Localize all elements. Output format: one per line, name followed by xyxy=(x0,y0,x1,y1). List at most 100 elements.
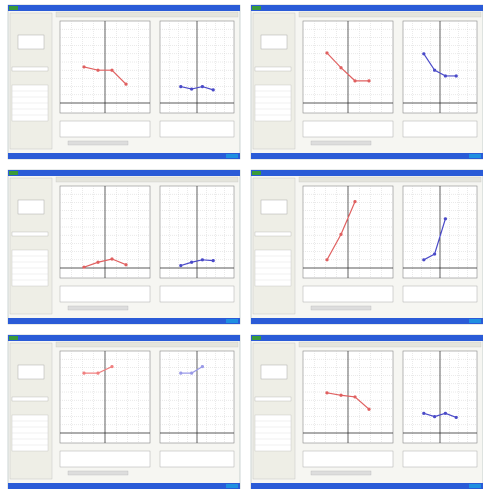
bottom-panel xyxy=(303,286,393,302)
title-bar xyxy=(251,335,483,341)
sidebar-box xyxy=(18,35,44,49)
data-point xyxy=(82,65,85,68)
title-bar xyxy=(8,335,240,341)
sidebar-field xyxy=(12,232,48,236)
data-point xyxy=(422,258,425,261)
data-point xyxy=(433,69,436,72)
start-button xyxy=(9,171,18,175)
data-point xyxy=(325,391,328,394)
start-button xyxy=(252,171,261,175)
bottom-panel xyxy=(60,451,150,467)
taskbar xyxy=(8,483,240,489)
sidebar-field xyxy=(12,67,48,71)
data-point xyxy=(96,69,99,72)
sidebar-field xyxy=(12,397,48,401)
data-point xyxy=(201,85,204,88)
sidebar-box xyxy=(261,35,287,49)
data-point xyxy=(353,200,356,203)
toolbar xyxy=(68,306,128,310)
sidebar-field xyxy=(255,67,291,71)
data-point xyxy=(201,365,204,368)
data-point xyxy=(422,412,425,415)
data-point xyxy=(82,372,85,375)
data-point xyxy=(179,85,182,88)
data-point xyxy=(444,217,447,220)
sidebar xyxy=(10,178,52,314)
header-strip xyxy=(299,342,481,347)
data-point xyxy=(212,88,215,91)
data-point xyxy=(190,261,193,264)
start-button xyxy=(9,336,18,340)
data-point xyxy=(82,266,85,269)
sidebar xyxy=(253,178,295,314)
tray xyxy=(226,484,238,488)
data-point xyxy=(179,264,182,267)
data-point xyxy=(353,395,356,398)
data-point xyxy=(124,83,127,86)
start-button xyxy=(9,6,18,10)
screen xyxy=(8,335,240,489)
sidebar xyxy=(10,13,52,149)
sidebar-box xyxy=(18,365,44,379)
header-strip xyxy=(56,342,238,347)
data-point xyxy=(190,372,193,375)
screenshot-grid xyxy=(0,0,483,489)
tray xyxy=(226,154,238,158)
data-point xyxy=(444,74,447,77)
screen xyxy=(251,335,483,489)
taskbar xyxy=(8,153,240,159)
taskbar xyxy=(8,318,240,324)
bottom-panel xyxy=(60,286,150,302)
bottom-panel xyxy=(303,451,393,467)
bottom-panel xyxy=(403,451,477,467)
bottom-panel xyxy=(303,121,393,137)
tray xyxy=(226,319,238,323)
title-bar xyxy=(251,5,483,11)
tray xyxy=(469,484,481,488)
taskbar xyxy=(251,318,483,324)
data-point xyxy=(325,258,328,261)
sidebar xyxy=(253,343,295,479)
toolbar xyxy=(68,141,128,145)
data-point xyxy=(201,258,204,261)
bottom-panel xyxy=(403,121,477,137)
sidebar xyxy=(253,13,295,149)
screen xyxy=(8,5,240,159)
sidebar xyxy=(10,343,52,479)
data-point xyxy=(325,51,328,54)
data-point xyxy=(367,408,370,411)
data-point xyxy=(353,79,356,82)
bottom-panel xyxy=(160,121,234,137)
sidebar-field xyxy=(255,397,291,401)
title-bar xyxy=(8,5,240,11)
data-point xyxy=(124,263,127,266)
data-point xyxy=(422,52,425,55)
data-point xyxy=(96,372,99,375)
data-point xyxy=(367,79,370,82)
data-point xyxy=(455,74,458,77)
data-point xyxy=(433,252,436,255)
data-point xyxy=(339,394,342,397)
title-bar xyxy=(251,170,483,176)
data-point xyxy=(455,416,458,419)
bottom-panel xyxy=(60,121,150,137)
sidebar-box xyxy=(18,200,44,214)
data-point xyxy=(433,415,436,418)
title-bar xyxy=(8,170,240,176)
header-strip xyxy=(299,177,481,182)
toolbar xyxy=(311,471,371,475)
data-point xyxy=(212,259,215,262)
toolbar xyxy=(68,471,128,475)
toolbar xyxy=(311,306,371,310)
screen xyxy=(251,170,483,324)
sidebar-box xyxy=(261,365,287,379)
toolbar xyxy=(311,141,371,145)
data-point xyxy=(190,87,193,90)
data-point xyxy=(179,372,182,375)
header-strip xyxy=(56,12,238,17)
sidebar-field xyxy=(255,232,291,236)
bottom-panel xyxy=(160,451,234,467)
data-point xyxy=(96,261,99,264)
bottom-panel xyxy=(160,286,234,302)
data-point xyxy=(110,257,113,260)
